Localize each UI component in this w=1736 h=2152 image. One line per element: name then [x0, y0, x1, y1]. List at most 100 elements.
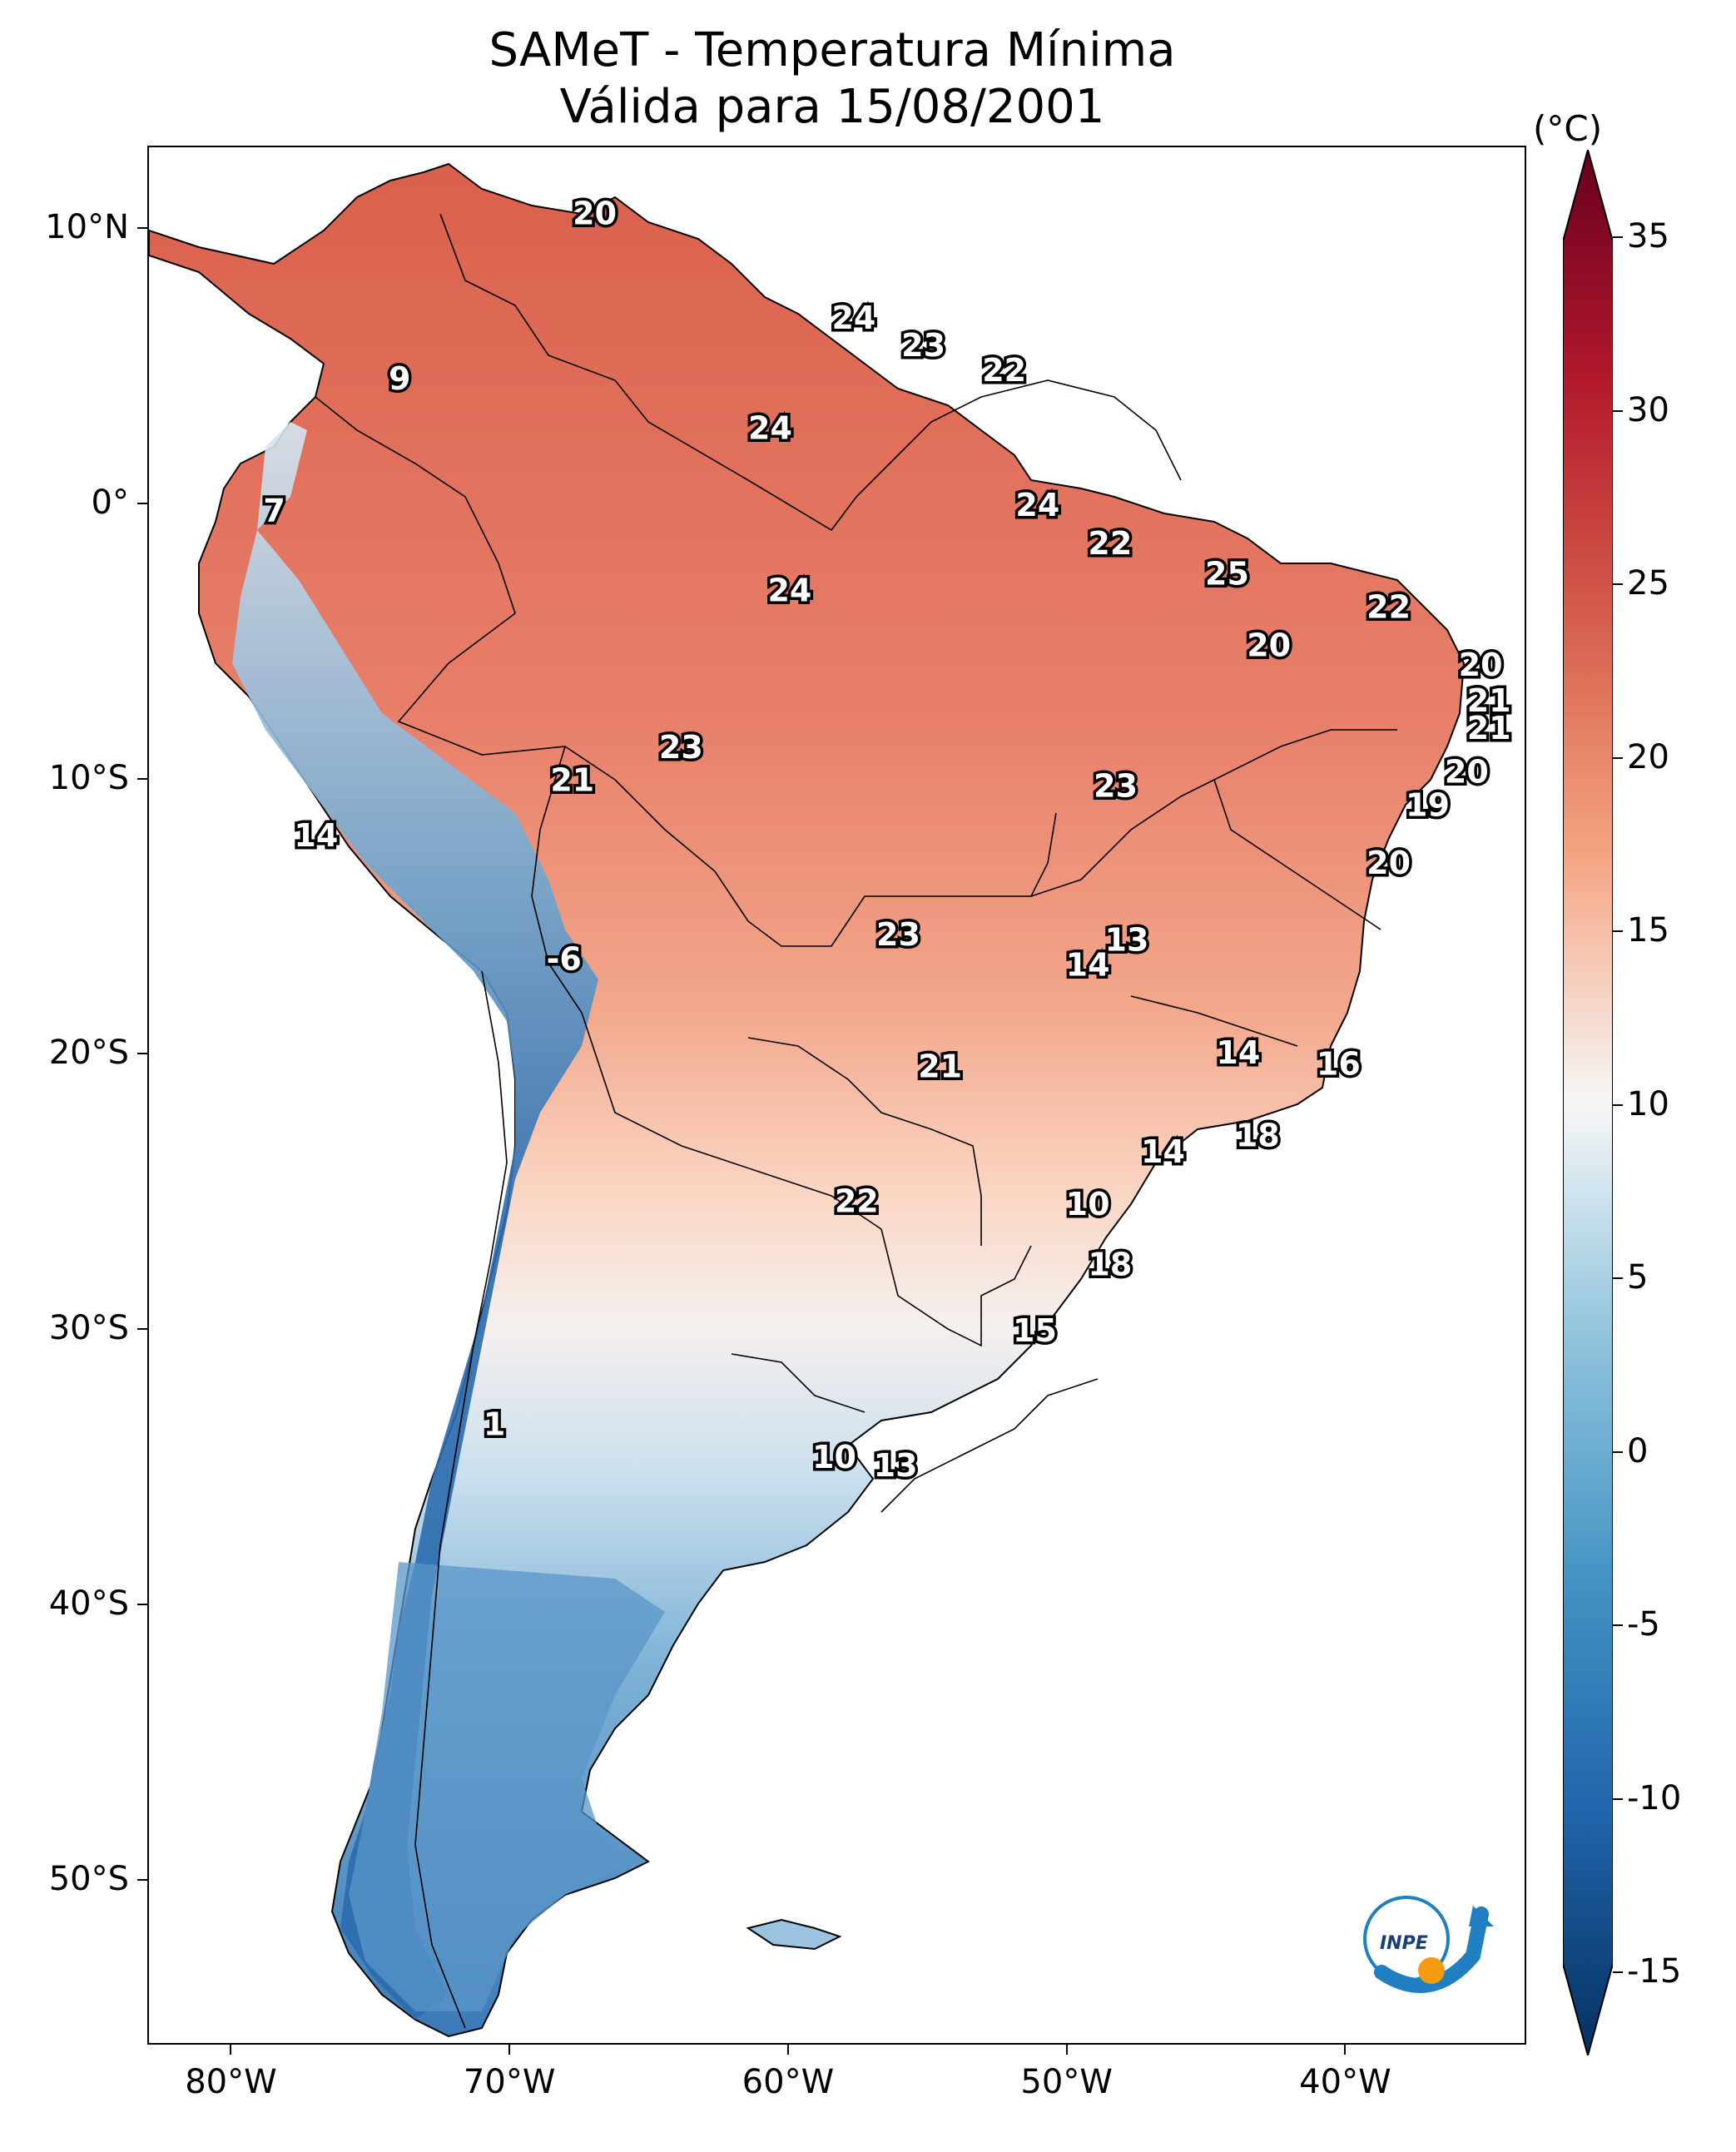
x-tick-mark: [786, 2045, 789, 2055]
colorbar-tick-mark: [1613, 756, 1623, 759]
map-title-line1: SAMeT - Temperatura Mínima: [489, 23, 1176, 77]
y-tick-label: 40°S: [48, 1584, 129, 1623]
temperature-point-label: 23: [876, 916, 920, 953]
y-tick-label: 10°S: [48, 758, 129, 797]
logo-text: INPE: [1380, 1933, 1428, 1954]
temperature-point-label: 9: [389, 360, 410, 397]
temperature-point-label: 18: [1236, 1117, 1280, 1153]
inpe-logo: INPE: [1363, 1896, 1494, 1993]
y-tick-mark: [137, 1053, 147, 1055]
temperature-point-label: 22: [1088, 525, 1132, 562]
temperature-point-label: 23: [1094, 767, 1138, 804]
temperature-point-label: 13: [1105, 921, 1149, 958]
x-tick-label: 80°W: [185, 2063, 277, 2101]
colorbar-tick-mark: [1613, 583, 1623, 585]
temperature-point-label: 10: [812, 1439, 856, 1475]
x-tick-label: 40°W: [1299, 2063, 1391, 2101]
temperature-point-label: 24: [1015, 487, 1059, 523]
y-tick-label: 0°: [91, 483, 129, 522]
colorbar-tick-label: 25: [1627, 564, 1669, 602]
colorbar-tick-label: 0: [1627, 1431, 1649, 1470]
temperature-point-label: 19: [1406, 786, 1450, 823]
x-tick-label: 70°W: [463, 2063, 556, 2101]
y-tick-label: 30°S: [48, 1309, 129, 1348]
temperature-point-label: 24: [767, 572, 811, 608]
y-tick-label: 50°S: [48, 1859, 129, 1898]
colorbar: [1563, 150, 1613, 2055]
temperature-point-label: 20: [1445, 754, 1489, 791]
temperature-point-label: 24: [831, 300, 875, 336]
temperature-point-label: 20: [1366, 845, 1411, 881]
temperature-point-label: 20: [573, 195, 617, 231]
y-tick-label: 20°S: [48, 1034, 129, 1073]
temperature-point-label: 21: [918, 1049, 962, 1085]
map-panel: 20 9 7 24 23 22 24 24 22 24 25 22 20 20 21 21 23 21 23 20 19…: [147, 146, 1526, 2045]
x-tick-mark: [230, 2045, 232, 2055]
y-tick-mark: [137, 1878, 147, 1881]
temperature-point-label: 14: [1141, 1133, 1185, 1170]
colorbar-tick-label: -5: [1627, 1605, 1660, 1644]
colorbar-tick-label: 30: [1627, 390, 1669, 429]
temperature-point-label: 18: [1088, 1247, 1132, 1283]
south-america-landmass: [149, 162, 1466, 2038]
temperature-point-label: 24: [748, 409, 792, 446]
colorbar-tick-mark: [1613, 236, 1623, 238]
colorbar-unit-label: (°C): [1533, 108, 1603, 149]
colorbar-tick-label: 20: [1627, 737, 1669, 776]
x-tick-label: 60°W: [742, 2063, 835, 2101]
temperature-point-label: 14: [1066, 946, 1110, 983]
temperature-point-label: 20: [1247, 627, 1291, 664]
colorbar-gradient: [1563, 150, 1613, 2055]
temperature-point-label: 23: [659, 729, 703, 766]
temperature-point-label: 15: [1013, 1312, 1057, 1349]
temperature-point-label: 14: [1216, 1034, 1260, 1071]
temperature-point-label: 14: [294, 817, 338, 854]
temperature-point-label: 10: [1066, 1186, 1110, 1222]
temperature-point-label: 7: [263, 493, 285, 529]
temperature-point-label: 21: [1467, 710, 1511, 746]
colorbar-tick-label: -15: [1627, 1952, 1682, 1991]
country-borders: [315, 213, 1397, 2029]
y-tick-mark: [137, 1328, 147, 1331]
map-title-line2: Válida para 15/08/2001: [559, 80, 1105, 134]
temperature-point-label: -6: [547, 941, 582, 978]
falkland-islands: [746, 1918, 842, 1951]
x-tick-label: 50°W: [1020, 2063, 1113, 2101]
colorbar-tick-label: 35: [1627, 217, 1669, 255]
colorbar-tick-mark: [1613, 1277, 1623, 1279]
colorbar-tick-mark: [1613, 1971, 1623, 1973]
y-tick-mark: [137, 777, 147, 780]
colorbar-tick-mark: [1613, 930, 1623, 932]
temperature-point-label: 21: [1467, 682, 1511, 719]
x-tick-mark: [508, 2045, 511, 2055]
temperature-point-label: 1: [484, 1406, 505, 1443]
colorbar-tick-mark: [1613, 1624, 1623, 1626]
y-tick-mark: [137, 227, 147, 230]
x-tick-mark: [1344, 2045, 1347, 2055]
colorbar-tick-mark: [1613, 1103, 1623, 1106]
y-tick-label: 10°N: [45, 208, 129, 247]
colorbar-tick-mark: [1613, 1450, 1623, 1453]
temperature-point-label: 22: [1366, 588, 1411, 625]
colorbar-tick-label: 10: [1627, 1084, 1669, 1123]
temperature-point-label: 13: [874, 1447, 918, 1484]
x-tick-mark: [1065, 2045, 1068, 2055]
y-tick-mark: [137, 1603, 147, 1605]
temperature-point-label: 21: [550, 762, 594, 799]
colorbar-tick-label: -10: [1627, 1778, 1682, 1817]
temperature-point-label: 22: [982, 352, 1026, 389]
colorbar-tick-label: 15: [1627, 911, 1669, 950]
y-tick-mark: [137, 502, 147, 504]
temperature-point-label: 25: [1205, 556, 1249, 593]
colorbar-tick-mark: [1613, 1797, 1623, 1800]
colorbar-tick-mark: [1613, 409, 1623, 412]
colorbar-tick-label: 5: [1627, 1258, 1649, 1297]
patagonia-region: [349, 1562, 665, 2011]
andes-cold-region: [232, 422, 598, 2020]
temperature-point-label: 16: [1317, 1045, 1361, 1082]
temperature-point-label: 23: [901, 327, 945, 364]
temperature-point-label: 20: [1459, 647, 1503, 683]
temperature-point-label: 22: [835, 1183, 879, 1220]
